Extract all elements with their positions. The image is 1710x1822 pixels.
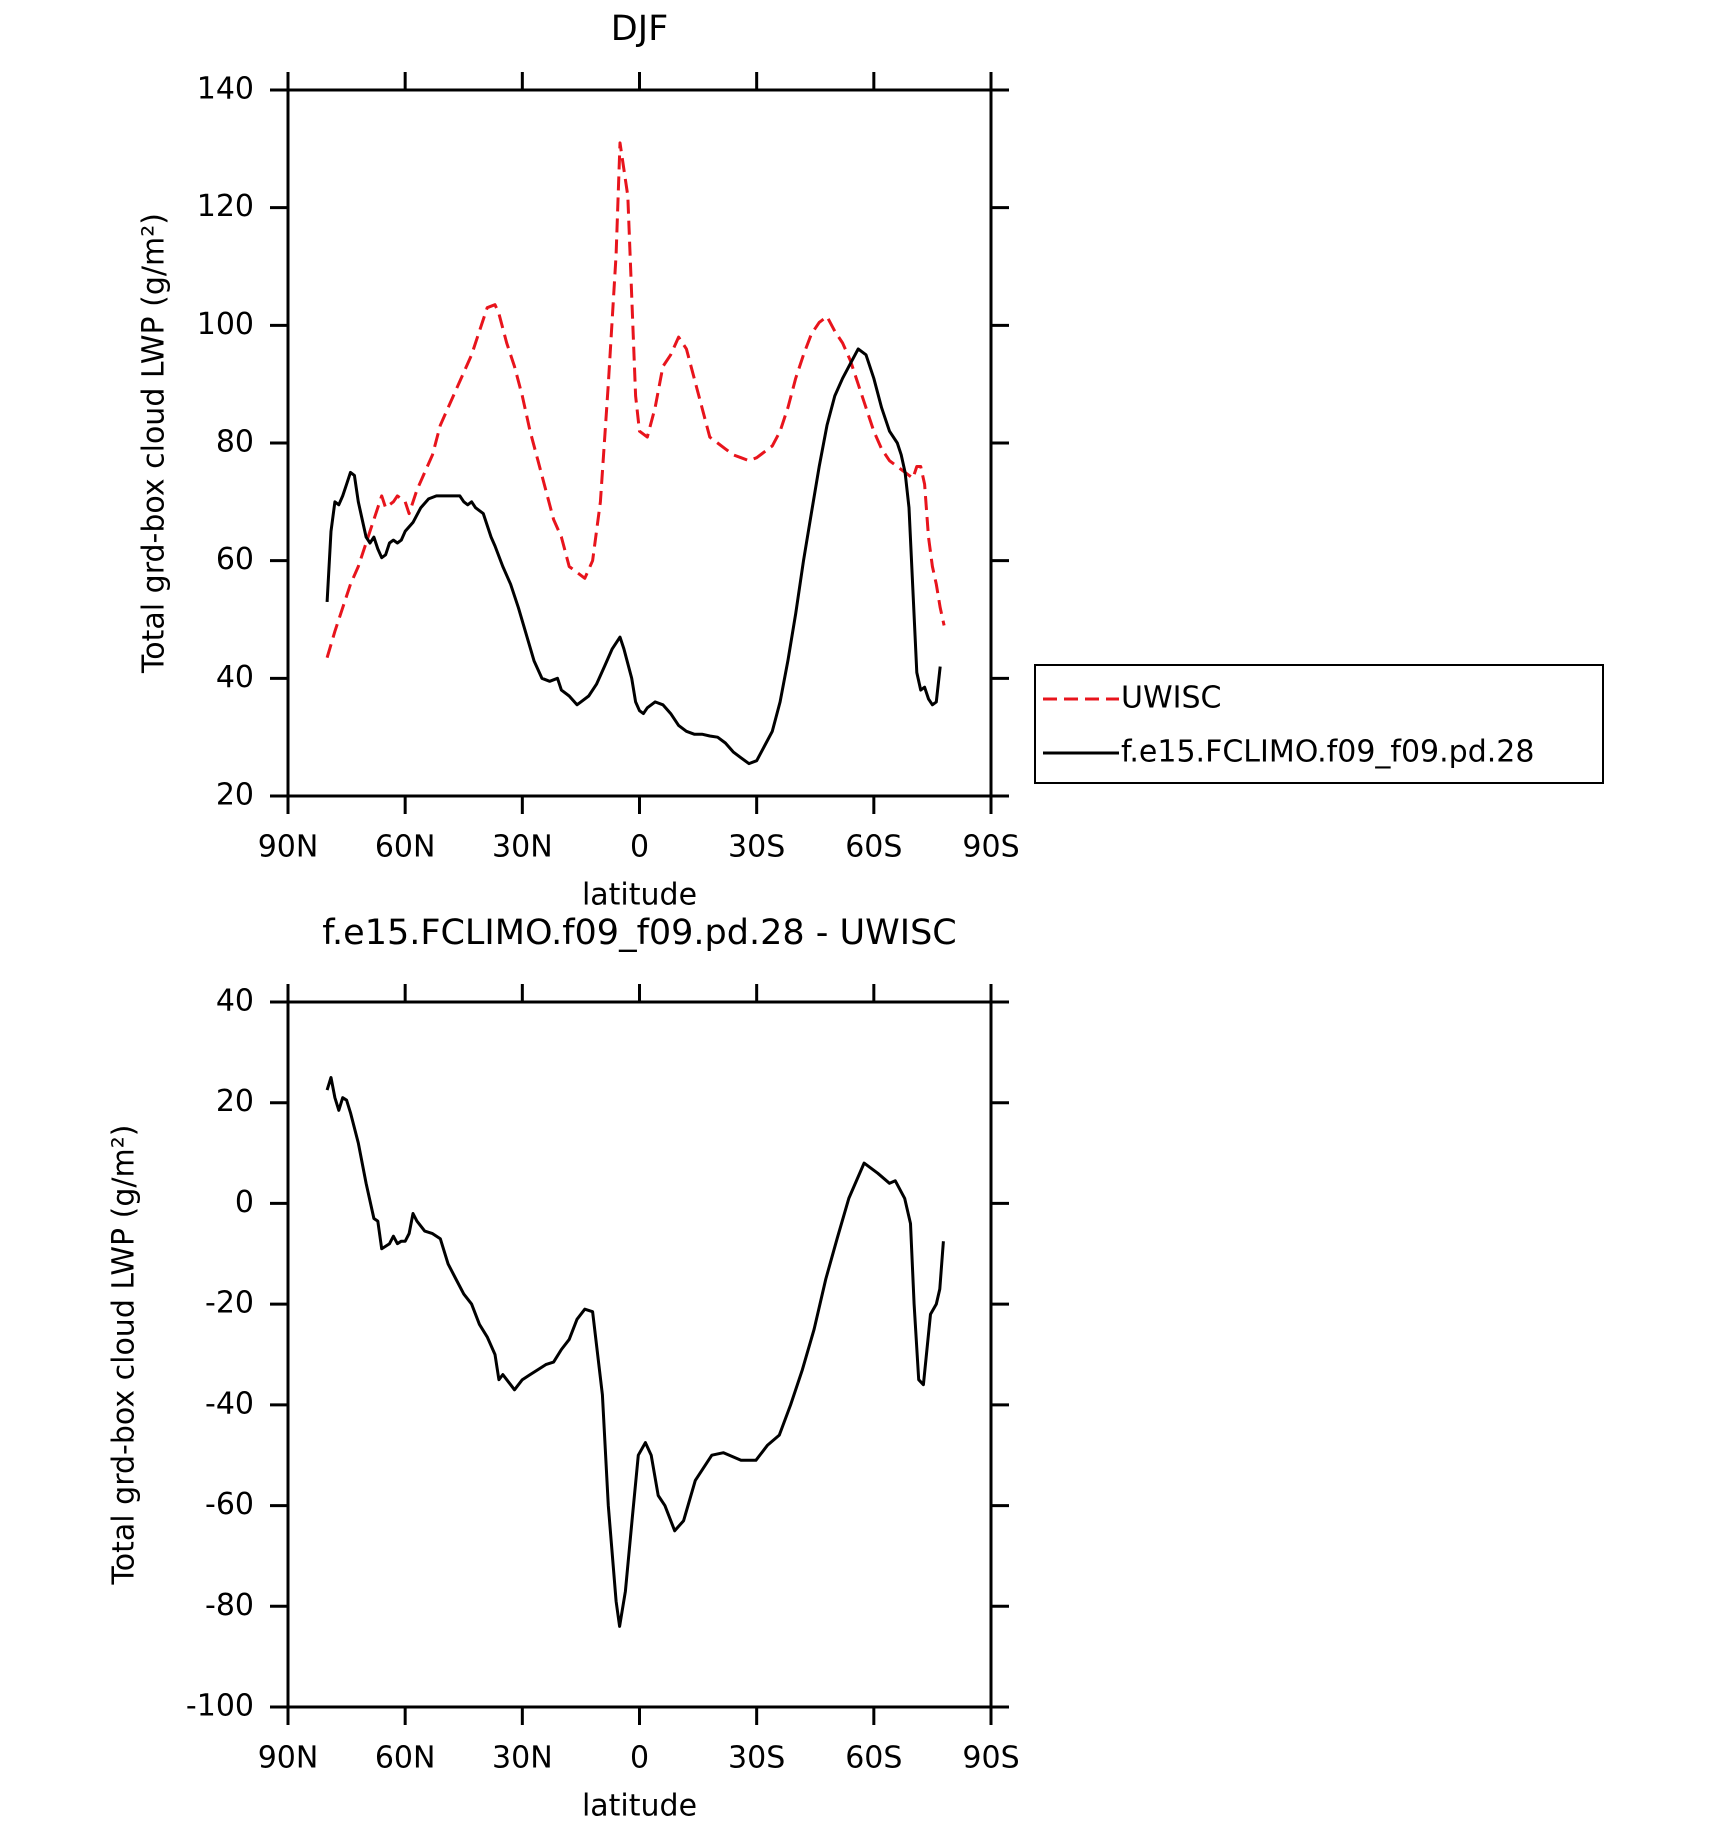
x-axis-label: latitude (582, 1789, 697, 1822)
x-tick-label: 30N (492, 830, 553, 865)
y-tick-label: 140 (197, 72, 254, 107)
x-tick-label: 30S (728, 830, 785, 865)
y-tick-label: -80 (205, 1588, 254, 1623)
y-tick-label: 20 (216, 778, 254, 813)
x-tick-label: 90S (962, 1741, 1019, 1776)
legend-label: UWISC (1121, 681, 1221, 716)
y-tick-label: -40 (205, 1386, 254, 1421)
x-tick-label: 30N (492, 1741, 553, 1776)
x-tick-label: 0 (630, 1741, 649, 1776)
y-tick-label: 20 (216, 1084, 254, 1119)
plot-frame (286, 1000, 993, 1709)
x-tick-label: 30S (728, 1741, 785, 1776)
legend-label: f.e15.FCLIMO.f09_f09.pd.28 (1121, 735, 1534, 770)
data-line (325, 141, 946, 659)
plot-frame (286, 88, 993, 798)
x-tick-label: 0 (630, 830, 649, 865)
x-tick-label: 60N (375, 830, 436, 865)
chart-title: DJF (611, 9, 668, 49)
y-axis-label: Total grd-box cloud LWP (g/m²) (137, 213, 172, 674)
y-tick-label: 100 (197, 307, 254, 342)
y-tick-label: 40 (216, 984, 254, 1019)
y-axis-label: Total grd-box cloud LWP (g/m²) (107, 1125, 142, 1586)
y-tick-label: -60 (205, 1487, 254, 1522)
y-tick-label: -100 (186, 1689, 254, 1724)
x-tick-label: 90S (962, 830, 1019, 865)
y-tick-label: 0 (235, 1185, 254, 1220)
y-tick-label: -20 (205, 1286, 254, 1321)
x-tick-label: 90N (258, 1741, 319, 1776)
x-tick-label: 60N (375, 1741, 436, 1776)
data-line (325, 347, 942, 766)
y-tick-label: 60 (216, 542, 254, 577)
x-tick-label: 60S (845, 830, 902, 865)
data-line (325, 1076, 945, 1628)
chart-title: f.e15.FCLIMO.f09_f09.pd.28 - UWISC (322, 913, 956, 953)
x-tick-label: 60S (845, 1741, 902, 1776)
legend-box (1034, 664, 1604, 784)
y-tick-label: 80 (216, 425, 254, 460)
x-tick-label: 90N (258, 830, 319, 865)
y-tick-label: 40 (216, 660, 254, 695)
y-tick-label: 120 (197, 189, 254, 224)
x-axis-label: latitude (582, 878, 697, 913)
